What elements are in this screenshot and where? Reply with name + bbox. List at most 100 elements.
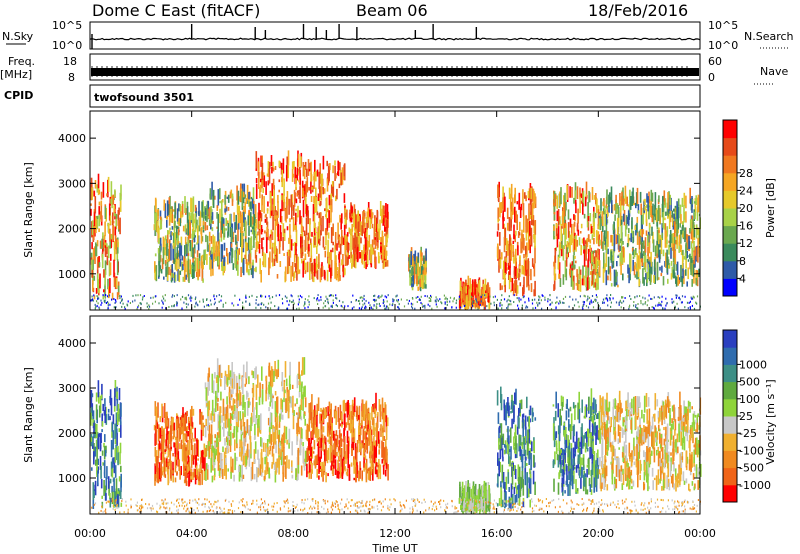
echo-cell (313, 171, 316, 189)
echo-cell (537, 303, 539, 306)
echo-cell (289, 223, 291, 241)
echo-cell (266, 173, 269, 177)
echo-cell (104, 485, 106, 492)
echo-cell (140, 302, 142, 305)
echo-cell (670, 261, 673, 266)
echo-cell (415, 256, 418, 264)
echo-cell (174, 202, 176, 219)
echo-cell (628, 228, 630, 234)
echo-cell (446, 298, 448, 300)
echo-cell (318, 262, 320, 270)
echo-cell (524, 192, 526, 199)
echo-cell (362, 436, 365, 449)
echo-cell (270, 229, 273, 236)
echo-cell (242, 364, 245, 378)
echo-cell (280, 438, 283, 444)
echo-cell (430, 298, 432, 301)
echo-cell (329, 445, 332, 463)
echo-cell (557, 209, 560, 226)
echo-cell (198, 261, 201, 277)
echo-cell (350, 252, 352, 259)
echo-cell (160, 243, 162, 251)
echo-cell (269, 251, 271, 269)
echo-cell (327, 208, 329, 213)
echo-cell (644, 262, 647, 268)
echo-cell (506, 207, 509, 219)
echo-cell (168, 459, 170, 464)
echo-cell (155, 295, 157, 298)
echo-cell (680, 264, 682, 283)
echo-cell (271, 231, 274, 240)
echo-cell (161, 403, 163, 418)
echo-cell (185, 450, 187, 469)
echo-cell (114, 299, 117, 301)
echo-cell (231, 405, 233, 411)
echo-cell (261, 237, 263, 250)
echo-cell (268, 362, 271, 377)
echo-cell (185, 228, 188, 235)
echo-cell (501, 304, 503, 307)
echo-cell (237, 223, 239, 242)
echo-cell (238, 465, 240, 473)
echo-cell (326, 218, 329, 232)
echo-cell (174, 246, 176, 262)
echo-cell (113, 490, 115, 508)
echo-cell (566, 247, 569, 254)
echo-cell (116, 432, 118, 446)
echo-cell (656, 240, 658, 246)
echo-cell (361, 478, 363, 482)
echo-cell (101, 495, 103, 499)
echo-cell (326, 269, 329, 282)
echo-cell (497, 243, 499, 260)
echo-cell (309, 238, 312, 245)
echo-cell (235, 416, 238, 430)
echo-cell (111, 195, 113, 200)
echo-cell (187, 294, 190, 297)
echo-cell (626, 216, 629, 224)
echo-cell (261, 295, 263, 298)
echo-cell (316, 270, 319, 280)
echo-cell (184, 224, 187, 233)
echo-cell (636, 307, 638, 309)
echo-cell (154, 253, 157, 257)
echo-cell (383, 304, 385, 307)
echo-cell (424, 274, 426, 283)
echo-cell (296, 270, 298, 281)
echo-cell (314, 228, 316, 243)
echo-cell (688, 301, 690, 304)
echo-cell (258, 415, 260, 433)
echo-cell (104, 398, 106, 407)
echo-cell (258, 396, 261, 406)
colorbar-tick-label: 12 (739, 237, 753, 250)
echo-cell (324, 228, 327, 236)
echo-cell (371, 212, 374, 219)
echo-cell (415, 296, 417, 299)
echo-cell (238, 386, 241, 389)
echo-cell (165, 439, 167, 447)
echo-cell (582, 190, 585, 207)
echo-cell (297, 456, 300, 474)
echo-cell (631, 247, 634, 252)
echo-cell (637, 303, 639, 305)
echo-cell (117, 285, 120, 293)
echo-cell (249, 401, 251, 406)
echo-cell (98, 214, 101, 227)
echo-cell (267, 393, 270, 400)
echo-cell (92, 247, 95, 261)
echo-cell (681, 301, 683, 304)
echo-cell (209, 207, 211, 220)
echo-cell (500, 301, 502, 304)
echo-cell (322, 410, 324, 418)
echo-cell (367, 218, 370, 228)
echo-cell (612, 249, 615, 262)
echo-cell (288, 375, 291, 390)
echo-cell (440, 301, 442, 304)
echo-cell (472, 300, 474, 303)
echo-cell (509, 262, 511, 279)
echo-cell (383, 205, 385, 223)
echo-cell (640, 203, 642, 216)
echo-cell (109, 228, 111, 242)
echo-cell (596, 296, 598, 299)
echo-cell (403, 305, 406, 308)
echo-cell (673, 213, 675, 220)
